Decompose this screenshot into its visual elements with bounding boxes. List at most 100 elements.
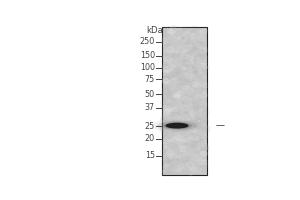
Circle shape bbox=[181, 61, 184, 63]
Circle shape bbox=[164, 128, 168, 131]
Circle shape bbox=[203, 47, 209, 51]
Circle shape bbox=[163, 135, 167, 137]
Circle shape bbox=[190, 168, 196, 172]
Circle shape bbox=[201, 151, 208, 156]
Circle shape bbox=[160, 101, 167, 105]
Circle shape bbox=[184, 58, 190, 62]
Circle shape bbox=[164, 31, 167, 32]
Circle shape bbox=[201, 63, 205, 65]
Circle shape bbox=[171, 95, 178, 100]
Circle shape bbox=[196, 168, 200, 170]
Circle shape bbox=[175, 146, 182, 150]
Circle shape bbox=[203, 57, 210, 61]
Circle shape bbox=[198, 41, 201, 43]
Circle shape bbox=[188, 34, 193, 38]
Circle shape bbox=[168, 30, 173, 33]
Circle shape bbox=[169, 123, 176, 128]
Circle shape bbox=[177, 158, 179, 160]
Circle shape bbox=[169, 28, 173, 30]
Circle shape bbox=[185, 128, 193, 134]
Circle shape bbox=[188, 97, 193, 101]
Circle shape bbox=[184, 144, 188, 146]
Circle shape bbox=[199, 64, 203, 67]
Circle shape bbox=[189, 90, 192, 92]
Circle shape bbox=[193, 155, 201, 160]
Circle shape bbox=[195, 137, 199, 140]
Circle shape bbox=[187, 61, 193, 66]
Circle shape bbox=[195, 37, 197, 39]
Circle shape bbox=[164, 87, 167, 89]
Circle shape bbox=[184, 60, 192, 66]
Circle shape bbox=[190, 67, 191, 68]
Circle shape bbox=[166, 160, 170, 163]
Circle shape bbox=[172, 159, 174, 160]
Circle shape bbox=[189, 48, 196, 53]
Circle shape bbox=[175, 31, 176, 32]
Circle shape bbox=[203, 126, 211, 132]
Text: —: — bbox=[215, 121, 224, 130]
Circle shape bbox=[184, 124, 189, 127]
Circle shape bbox=[182, 50, 185, 52]
Circle shape bbox=[188, 96, 191, 98]
Circle shape bbox=[181, 171, 186, 174]
Circle shape bbox=[191, 145, 193, 146]
Circle shape bbox=[164, 45, 169, 48]
Circle shape bbox=[193, 53, 198, 56]
Circle shape bbox=[179, 147, 186, 151]
Circle shape bbox=[185, 112, 187, 113]
Circle shape bbox=[160, 66, 169, 72]
Circle shape bbox=[196, 148, 200, 150]
Circle shape bbox=[175, 26, 182, 30]
Circle shape bbox=[169, 51, 176, 56]
Circle shape bbox=[170, 25, 176, 30]
Circle shape bbox=[193, 121, 196, 123]
Circle shape bbox=[203, 164, 207, 167]
Circle shape bbox=[184, 105, 185, 106]
Circle shape bbox=[176, 167, 182, 172]
Circle shape bbox=[171, 98, 176, 101]
Circle shape bbox=[190, 34, 193, 36]
Ellipse shape bbox=[165, 123, 189, 129]
Circle shape bbox=[185, 164, 191, 169]
Circle shape bbox=[190, 34, 197, 39]
Circle shape bbox=[166, 144, 169, 146]
Circle shape bbox=[160, 170, 165, 174]
Circle shape bbox=[161, 126, 164, 129]
Circle shape bbox=[163, 158, 170, 163]
Circle shape bbox=[164, 70, 169, 73]
Circle shape bbox=[194, 60, 200, 64]
Ellipse shape bbox=[152, 119, 202, 132]
Circle shape bbox=[176, 172, 181, 175]
Circle shape bbox=[174, 94, 178, 97]
Ellipse shape bbox=[162, 122, 192, 129]
Circle shape bbox=[182, 37, 184, 39]
Circle shape bbox=[182, 39, 185, 41]
Circle shape bbox=[181, 54, 188, 59]
Circle shape bbox=[173, 100, 179, 104]
Circle shape bbox=[201, 125, 207, 129]
Circle shape bbox=[171, 130, 175, 132]
Circle shape bbox=[194, 33, 198, 36]
Circle shape bbox=[171, 93, 179, 98]
Circle shape bbox=[158, 116, 166, 122]
Circle shape bbox=[190, 130, 192, 132]
Circle shape bbox=[181, 38, 184, 40]
Circle shape bbox=[162, 78, 169, 83]
Circle shape bbox=[190, 88, 194, 90]
Circle shape bbox=[199, 109, 203, 112]
Circle shape bbox=[196, 74, 201, 77]
Circle shape bbox=[200, 140, 204, 143]
Circle shape bbox=[166, 129, 173, 134]
Circle shape bbox=[167, 141, 174, 146]
Circle shape bbox=[200, 93, 202, 94]
Circle shape bbox=[178, 98, 182, 100]
Circle shape bbox=[190, 114, 192, 116]
Circle shape bbox=[163, 171, 169, 174]
Circle shape bbox=[197, 50, 204, 55]
Circle shape bbox=[172, 137, 180, 142]
Circle shape bbox=[190, 163, 194, 166]
Circle shape bbox=[183, 170, 189, 174]
Circle shape bbox=[186, 56, 194, 61]
Circle shape bbox=[182, 169, 184, 170]
Circle shape bbox=[169, 120, 172, 122]
